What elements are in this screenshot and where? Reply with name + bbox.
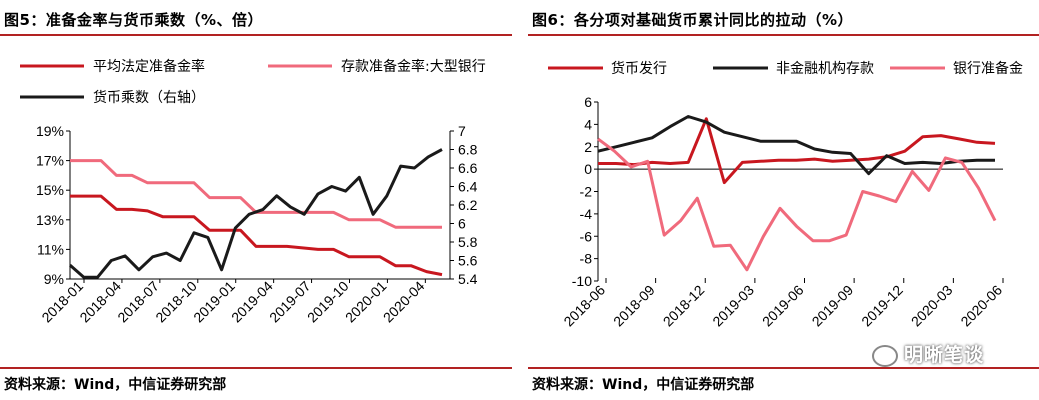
x-tick-label: 2018-04 bbox=[76, 278, 124, 326]
series-line bbox=[597, 115, 995, 176]
y2-tick-label: 5.6 bbox=[458, 253, 478, 269]
source-note: 资料来源：Wind，中信证券研究部 bbox=[4, 377, 227, 393]
legend-label: 银行准备金 bbox=[953, 60, 1023, 77]
series-line bbox=[69, 148, 443, 279]
y-tick-label: 2 bbox=[584, 139, 592, 155]
y-tick-label: 9% bbox=[44, 271, 64, 287]
legend-label: 货币发行 bbox=[611, 60, 667, 77]
x-tick-label: 2020-04 bbox=[380, 278, 428, 326]
x-tick-label: 2018-09 bbox=[610, 282, 658, 330]
series-line bbox=[597, 137, 997, 272]
chart-title: 图6：各分项对基础货币累计同比的拉动（%） bbox=[532, 11, 853, 29]
y-tick-label: 15% bbox=[36, 182, 64, 198]
y-tick-label: 6 bbox=[584, 94, 592, 110]
source-note: 资料来源：Wind，中信证券研究部 bbox=[532, 377, 755, 393]
y2-tick-label: 6.8 bbox=[458, 142, 478, 158]
x-tick-label: 2019-12 bbox=[858, 282, 906, 330]
x-tick-label: 2020-03 bbox=[908, 282, 956, 330]
x-tick-label: 2019-09 bbox=[809, 282, 857, 330]
wechat-icon bbox=[872, 344, 898, 367]
chart-title: 图5：准备金率与货币乘数（%、倍） bbox=[4, 11, 263, 29]
x-tick-label: 2019-06 bbox=[759, 282, 807, 330]
y2-tick-label: 5.8 bbox=[458, 234, 478, 250]
y-tick-label: -2 bbox=[580, 184, 593, 200]
y-tick-label: -4 bbox=[580, 206, 593, 222]
x-tick-label: 2018-07 bbox=[114, 278, 162, 326]
y-tick-label: 13% bbox=[36, 212, 64, 228]
y-tick-label: -6 bbox=[580, 228, 593, 244]
title-rule bbox=[0, 34, 512, 36]
legend-label: 平均法定准备金率 bbox=[93, 58, 205, 75]
x-tick-label: 2019-01 bbox=[190, 278, 238, 326]
legend-label: 存款准备金率:大型银行 bbox=[341, 58, 486, 75]
x-tick-label: 2020-01 bbox=[342, 278, 390, 326]
chart-panel-base-money: 图6：各分项对基础货币累计同比的拉动（%） 货币发行 非金融机构存款 银行准备金 6 4… bbox=[528, 0, 1039, 400]
y-tick-label: -8 bbox=[580, 251, 593, 267]
y-tick-label: 4 bbox=[584, 116, 592, 132]
legend-label: 非金融机构存款 bbox=[776, 61, 874, 77]
y-tick-label: 17% bbox=[36, 153, 64, 169]
y2-tick-label: 6 bbox=[458, 216, 466, 232]
y2-tick-label: 6.6 bbox=[458, 160, 478, 176]
series-line bbox=[598, 117, 996, 185]
y-tick-label: 19% bbox=[36, 123, 64, 139]
y-tick-label: 0 bbox=[584, 161, 592, 177]
y2-tick-label: 6.2 bbox=[458, 197, 478, 213]
series-line bbox=[70, 194, 443, 277]
source-rule bbox=[528, 367, 1039, 369]
y2-tick-label: 5.4 bbox=[458, 271, 478, 287]
x-tick-label: 2019-10 bbox=[304, 278, 352, 326]
x-tick-label: 2020-06 bbox=[957, 282, 1005, 330]
x-tick-label: 2019-07 bbox=[266, 278, 314, 326]
y2-tick-label: 6.4 bbox=[458, 179, 478, 195]
source-rule bbox=[0, 367, 512, 369]
x-tick-label: 2018-10 bbox=[152, 278, 200, 326]
legend-label: 货币乘数（右轴） bbox=[93, 89, 205, 106]
x-tick-label: 2019-04 bbox=[228, 278, 276, 326]
y-tick-label: -10 bbox=[572, 273, 592, 289]
x-tick-label: 2019-03 bbox=[709, 282, 757, 330]
chart-panel-reserve-ratio: 图5：准备金率与货币乘数（%、倍） 平均法定准备金率 存款准备金率:大型银行货币乘… bbox=[0, 0, 512, 400]
y-tick-label: 11% bbox=[37, 241, 64, 257]
y2-tick-label: 7 bbox=[458, 123, 466, 139]
title-rule bbox=[528, 34, 1039, 36]
watermark: 明晰笔谈 bbox=[872, 340, 984, 367]
x-tick-label: 2018-12 bbox=[660, 282, 708, 330]
